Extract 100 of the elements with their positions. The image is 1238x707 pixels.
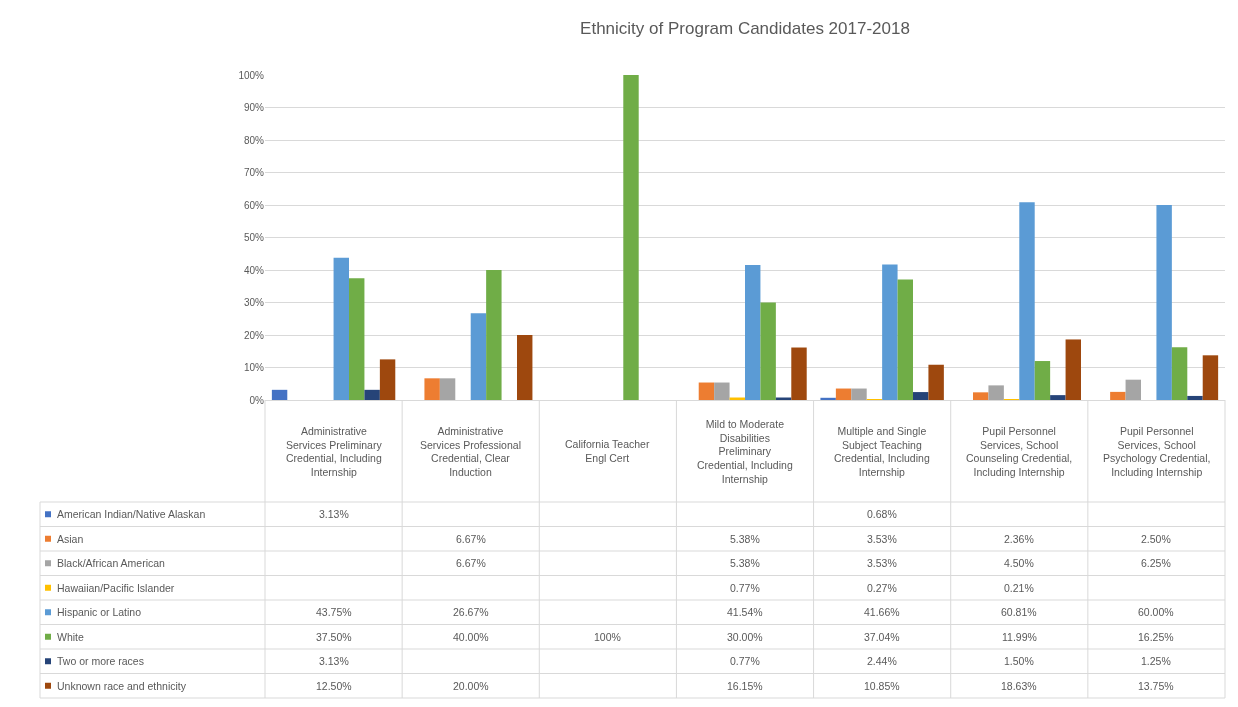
bar bbox=[271, 389, 288, 400]
data-label: 12.50% bbox=[316, 680, 352, 692]
data-label: 3.53% bbox=[867, 557, 897, 569]
bar bbox=[349, 278, 365, 400]
bar bbox=[745, 265, 761, 400]
data-label: 0.21% bbox=[1004, 582, 1034, 594]
data-label: 3.53% bbox=[867, 533, 897, 545]
bar bbox=[1050, 395, 1066, 400]
legend-label: White bbox=[57, 631, 84, 643]
x-tick-label: Administrative Services Professional Credential, Clear Induction bbox=[420, 425, 521, 478]
bar bbox=[973, 392, 989, 400]
legend-label: Hispanic or Latino bbox=[57, 606, 142, 618]
bar bbox=[760, 302, 776, 400]
bar bbox=[517, 335, 533, 400]
y-tick-label: 20% bbox=[243, 329, 265, 341]
data-label: 10.85% bbox=[864, 680, 900, 692]
x-tick-label: Mild to Moderate Disabilities Preliminary Credential, Including Internship bbox=[697, 418, 793, 485]
y-tick-label: 90% bbox=[243, 102, 265, 113]
bar bbox=[1171, 347, 1188, 400]
chart-title: Ethnicity of Program Candidates 2017-2018 bbox=[580, 18, 910, 38]
data-label: 6.25% bbox=[1141, 557, 1171, 569]
bar bbox=[1110, 391, 1126, 400]
data-label: 26.67% bbox=[453, 606, 489, 618]
bar bbox=[698, 382, 715, 400]
y-tick-label: 70% bbox=[243, 167, 265, 178]
bar bbox=[988, 385, 1004, 400]
x-tick-label: Pupil Personnel Services, School Counseling Credential, Including Internship bbox=[966, 425, 1073, 478]
data-label: 100% bbox=[594, 631, 621, 643]
bar bbox=[913, 392, 929, 400]
bar bbox=[1034, 361, 1051, 400]
legend-label: American Indian/Native Alaskan bbox=[57, 508, 206, 520]
data-label: 43.75% bbox=[316, 606, 352, 618]
data-label: 11.99% bbox=[1002, 631, 1037, 643]
bar bbox=[835, 388, 852, 400]
data-label: 2.36% bbox=[1004, 533, 1034, 545]
bar bbox=[882, 264, 898, 400]
bar bbox=[623, 75, 639, 400]
y-tick-label: 80% bbox=[243, 134, 265, 146]
legend-label: Black/African American bbox=[57, 557, 166, 569]
data-label: 41.54% bbox=[727, 606, 763, 618]
data-label: 3.13% bbox=[319, 655, 349, 667]
y-tick-label: 30% bbox=[243, 297, 265, 308]
y-tick-label: 40% bbox=[243, 264, 265, 276]
bar bbox=[1156, 205, 1172, 400]
bar bbox=[470, 313, 487, 400]
y-tick-label: 60% bbox=[243, 199, 265, 211]
bar bbox=[1019, 202, 1035, 400]
y-tick-label: 10% bbox=[243, 362, 265, 373]
legend-label: Unknown race and ethnicity bbox=[57, 680, 187, 692]
bar bbox=[1065, 339, 1081, 400]
data-label: 60.81% bbox=[1001, 606, 1037, 618]
data-label: 5.38% bbox=[730, 533, 760, 545]
data-label: 16.25% bbox=[1138, 631, 1174, 643]
y-tick-label: 0% bbox=[249, 394, 265, 406]
bar bbox=[333, 257, 349, 400]
bar bbox=[486, 270, 502, 400]
y-tick-label: 50% bbox=[243, 232, 265, 243]
data-label: 3.13% bbox=[319, 508, 349, 520]
data-label: 40.00% bbox=[453, 631, 489, 643]
x-tick-label: Administrative Services Preliminary Credential, Including Internship bbox=[286, 425, 383, 478]
data-label: 0.68% bbox=[867, 508, 897, 520]
data-label: 2.50% bbox=[1141, 533, 1171, 545]
bar bbox=[424, 378, 440, 400]
bar bbox=[820, 397, 836, 400]
data-label: 20.00% bbox=[453, 680, 489, 692]
data-label: 37.50% bbox=[316, 631, 352, 643]
legend-label: Hawaiian/Pacific Islander bbox=[57, 582, 175, 594]
bar bbox=[1187, 395, 1203, 400]
data-label: 2.44% bbox=[867, 655, 897, 667]
data-label: 18.63% bbox=[1001, 680, 1037, 692]
data-label: 6.67% bbox=[456, 533, 486, 545]
data-label: 41.66% bbox=[864, 606, 900, 618]
x-tick-label: California Teacher Engl Cert bbox=[565, 438, 650, 464]
bar bbox=[379, 359, 396, 400]
legend-label: Two or more races bbox=[57, 655, 144, 667]
bar bbox=[1202, 355, 1219, 400]
data-label: 60.00% bbox=[1138, 606, 1174, 618]
data-label: 0.77% bbox=[730, 655, 760, 667]
data-label: 1.25% bbox=[1141, 655, 1171, 667]
data-label: 37.04% bbox=[864, 631, 900, 643]
bar bbox=[897, 279, 913, 400]
bar bbox=[714, 382, 730, 400]
data-label: 13.75% bbox=[1138, 680, 1174, 692]
legend-label: Asian bbox=[57, 533, 84, 545]
y-tick-label: 100% bbox=[238, 69, 265, 81]
bar bbox=[928, 364, 944, 400]
data-label: 5.38% bbox=[730, 557, 760, 569]
x-tick-label: Multiple and Single Subject Teaching Credential, Including Internship bbox=[834, 425, 930, 478]
data-label: 16.15% bbox=[727, 680, 763, 692]
data-label: 1.50% bbox=[1004, 655, 1034, 667]
x-tick-label: Pupil Personnel Services, School Psychology Credential, Including Internship bbox=[1103, 425, 1211, 478]
bar bbox=[1125, 379, 1141, 400]
data-label: 0.77% bbox=[730, 582, 760, 594]
bar bbox=[439, 378, 456, 400]
bar bbox=[364, 389, 380, 400]
bar bbox=[791, 347, 807, 400]
data-label: 6.67% bbox=[456, 557, 486, 569]
data-label: 4.50% bbox=[1004, 557, 1034, 569]
data-label: 0.27% bbox=[867, 582, 897, 594]
bar bbox=[851, 388, 867, 400]
